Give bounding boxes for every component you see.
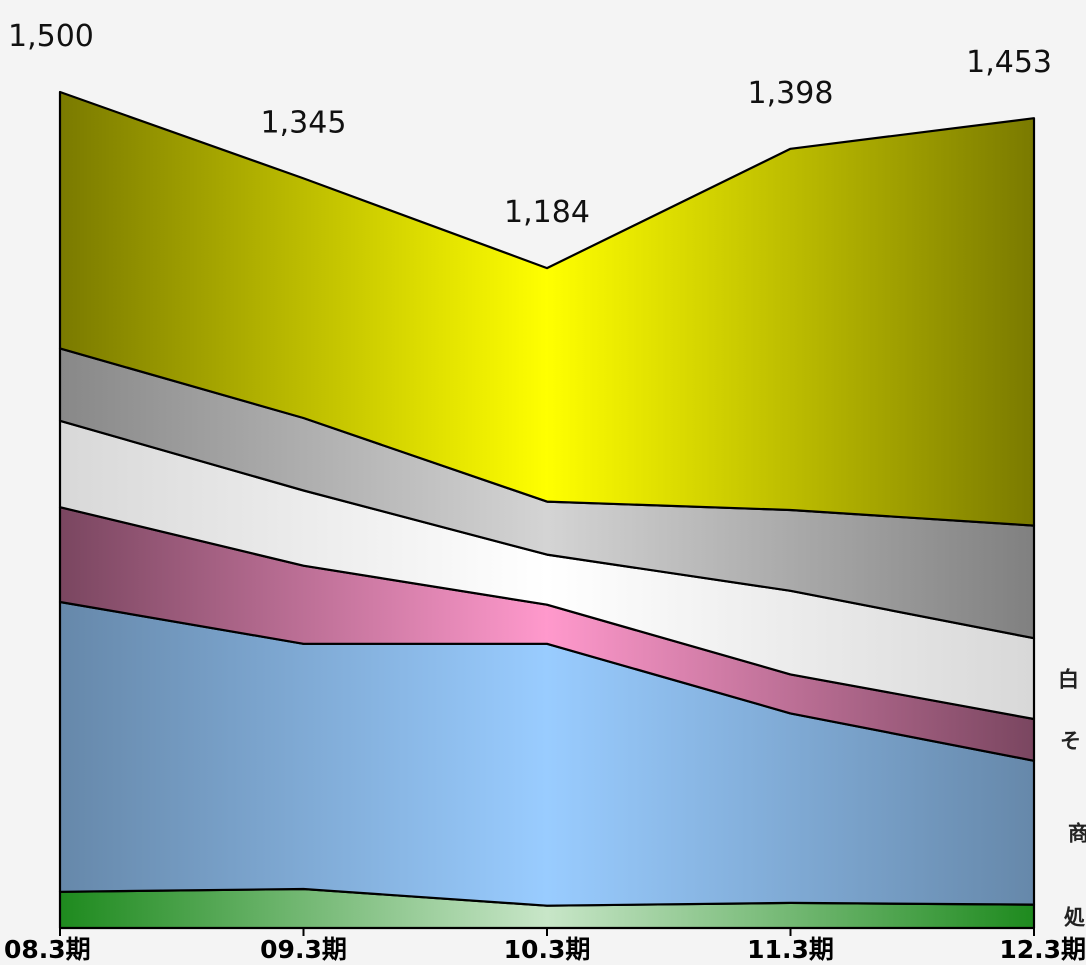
area-layers [58,90,1036,930]
x-tick-label: 09.3期 [260,935,347,964]
total-label: 1,345 [261,105,347,140]
total-label: 1,398 [748,76,834,111]
total-labels: 1,500 1,345 1,184 1,398 1,453 [8,19,1052,230]
series-labels: 処 商 そ 白 [1058,668,1086,930]
x-tick-label: 11.3期 [747,935,834,964]
x-tick-label: 12.3期 [999,935,1086,964]
area-series-5 [58,90,1036,527]
series-label: 商 [1068,822,1086,846]
total-label: 1,184 [504,195,590,230]
x-tick-label: 08.3期 [4,935,91,964]
x-tick-label: 10.3期 [504,935,591,964]
series-label: そ [1060,729,1081,753]
x-axis [59,927,1035,936]
total-label: 1,500 [8,19,94,54]
x-tick-labels: 08.3期 09.3期 10.3期 11.3期 12.3期 [4,935,1086,964]
series-label: 処 [1064,905,1086,929]
total-label: 1,453 [966,45,1052,80]
series-label: 白 [1058,668,1079,692]
